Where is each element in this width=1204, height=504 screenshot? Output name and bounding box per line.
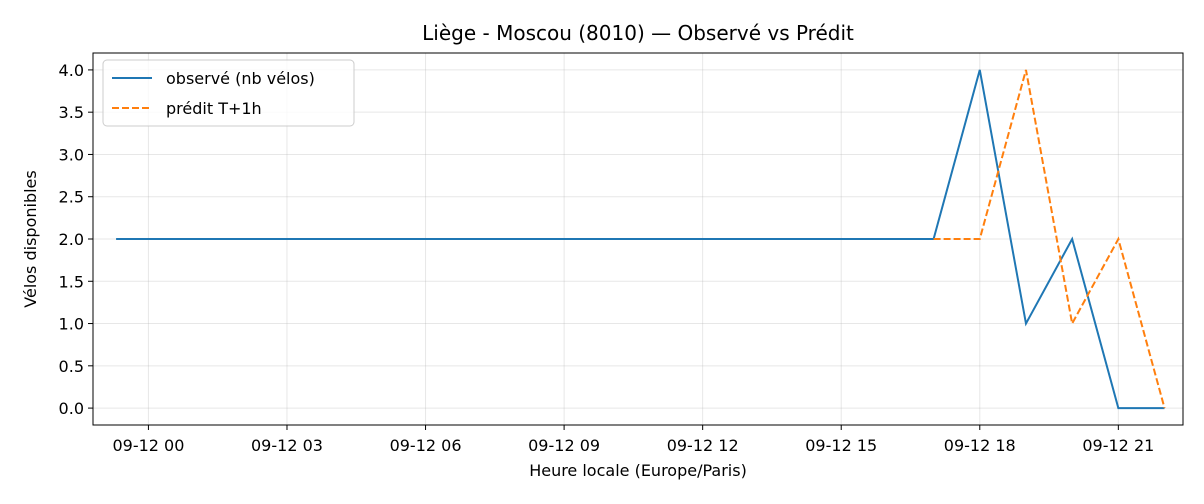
y-axis-ticks: 0.0 0.5 1.0 1.5 2.0 2.5 3.0 3.5 4.0 <box>59 61 93 418</box>
x-tick-label: 09-12 18 <box>944 436 1016 455</box>
y-tick-label: 0.5 <box>59 357 84 376</box>
legend-label-observe: observé (nb vélos) <box>166 69 315 88</box>
y-tick-label: 1.0 <box>59 315 84 334</box>
chart-title: Liège - Moscou (8010) — Observé vs Prédi… <box>422 21 854 45</box>
x-tick-label: 09-12 03 <box>251 436 323 455</box>
series-group <box>116 69 1166 410</box>
x-axis-ticks: 09-12 00 09-12 03 09-12 06 09-12 09 09-12 12… <box>112 425 1154 455</box>
y-tick-label: 3.5 <box>59 103 84 122</box>
legend: observé (nb vélos) prédit T+1h <box>102 59 355 127</box>
y-tick-label: 0.0 <box>59 399 84 418</box>
x-tick-label: 09-12 00 <box>112 436 184 455</box>
y-tick-label: 2.5 <box>59 188 84 207</box>
x-tick-label: 09-12 06 <box>390 436 462 455</box>
y-tick-label: 1.5 <box>59 272 84 291</box>
x-tick-label: 09-12 12 <box>667 436 739 455</box>
y-axis-title: Vélos disponibles <box>21 170 40 307</box>
x-tick-label: 09-12 09 <box>528 436 600 455</box>
legend-label-predit: prédit T+1h <box>166 99 262 118</box>
y-tick-label: 3.0 <box>59 145 84 164</box>
legend-box <box>102 59 355 127</box>
y-tick-label: 2.0 <box>59 230 84 249</box>
x-axis-title: Heure locale (Europe/Paris) <box>529 461 747 480</box>
x-tick-label: 09-12 15 <box>805 436 877 455</box>
y-tick-label: 4.0 <box>59 61 84 80</box>
x-tick-label: 09-12 21 <box>1082 436 1154 455</box>
series-line-predit <box>933 69 1166 409</box>
